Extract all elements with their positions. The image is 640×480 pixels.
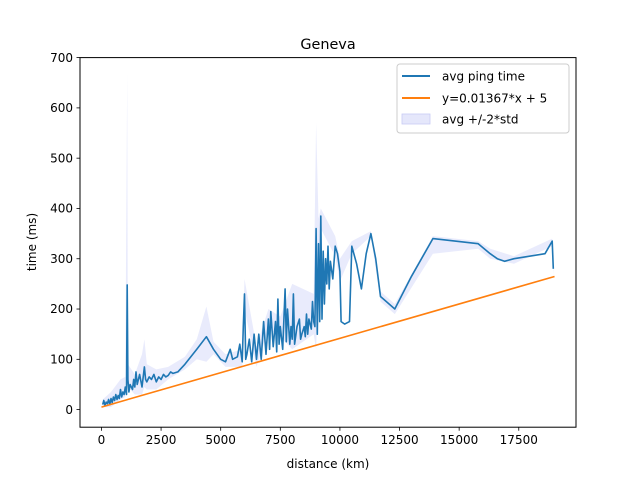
x-tick-label: 15000 — [440, 433, 478, 447]
y-tick-label: 300 — [50, 252, 73, 266]
legend-label-fit: y=0.01367*x + 5 — [442, 92, 547, 106]
legend-label-avg-ping: avg ping time — [442, 70, 525, 84]
legend-swatch-band — [401, 113, 431, 125]
std-band — [102, 72, 554, 408]
x-tick-label: 0 — [98, 433, 106, 447]
y-tick-label: 500 — [50, 151, 73, 165]
y-tick-label: 100 — [50, 353, 73, 367]
y-tick-label: 0 — [65, 403, 73, 417]
x-tick-label: 17500 — [500, 433, 538, 447]
plot-frame — [79, 57, 577, 428]
x-tick-label: 2500 — [146, 433, 177, 447]
y-tick-label: 200 — [50, 302, 73, 316]
legend: avg ping time y=0.01367*x + 5 avg +/-2*s… — [396, 63, 570, 134]
y-tick-label: 400 — [50, 202, 73, 216]
avg-ping-line — [101, 215, 555, 407]
x-axis-ticks: 0 2500 5000 7500 10000 12500 15000 17500 — [98, 427, 538, 447]
y-tick-label: 600 — [50, 101, 73, 115]
legend-frame — [396, 63, 570, 134]
y-axis-ticks: 0 100 200 300 400 500 600 700 — [50, 51, 80, 417]
x-tick-label: 5000 — [205, 433, 236, 447]
chart-title: Geneva — [300, 37, 355, 53]
y-tick-label: 700 — [50, 51, 73, 65]
band-layer — [102, 72, 554, 408]
x-tick-label: 10000 — [321, 433, 359, 447]
legend-label-band: avg +/-2*std — [442, 113, 519, 127]
fit-line — [101, 275, 555, 408]
x-tick-label: 12500 — [380, 433, 418, 447]
x-tick-label: 7500 — [265, 433, 296, 447]
x-axis-label: distance (km) — [287, 457, 370, 471]
series-layer — [101, 215, 555, 408]
y-axis-label: time (ms) — [25, 213, 39, 271]
